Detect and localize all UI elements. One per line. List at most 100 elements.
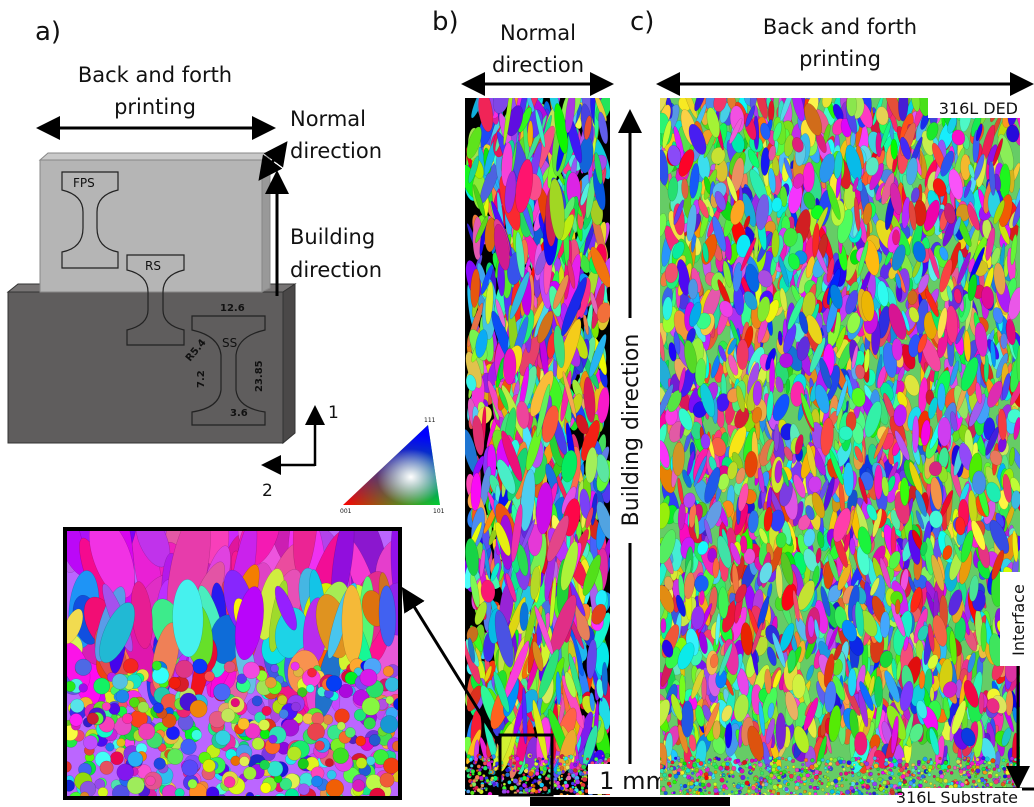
grain <box>490 776 495 780</box>
grain <box>236 673 248 684</box>
inset-box <box>498 733 554 797</box>
grain <box>324 758 334 768</box>
grain <box>581 764 587 770</box>
grain <box>476 788 481 793</box>
grain <box>470 472 482 511</box>
specimen-label: RS <box>145 259 161 273</box>
grain <box>502 782 506 786</box>
grain <box>385 695 395 705</box>
grain <box>474 760 478 764</box>
grain <box>561 277 587 336</box>
grain <box>243 766 257 780</box>
grain <box>478 98 494 133</box>
grain <box>237 717 250 730</box>
grain <box>507 780 512 785</box>
grain <box>580 786 585 790</box>
grain <box>105 742 115 752</box>
grain <box>565 759 570 764</box>
grain <box>475 769 479 772</box>
grain <box>314 740 325 751</box>
grain <box>516 400 530 429</box>
grain <box>484 788 488 792</box>
grain <box>523 768 529 774</box>
grain <box>601 761 604 765</box>
grain <box>99 602 135 664</box>
grain <box>579 488 591 519</box>
grain <box>570 781 575 786</box>
grain <box>518 760 524 766</box>
grain <box>589 692 595 712</box>
grain <box>552 274 569 310</box>
grain <box>515 231 525 279</box>
grain <box>530 776 534 779</box>
grain <box>361 697 381 716</box>
grain <box>469 764 474 768</box>
grain <box>559 766 565 771</box>
grain <box>112 784 130 798</box>
grain <box>598 111 609 145</box>
grain <box>660 330 665 362</box>
grain <box>596 302 610 323</box>
grain <box>495 521 511 557</box>
grain <box>505 572 517 603</box>
panel-label: c) <box>630 7 654 37</box>
grain <box>493 766 498 771</box>
grain <box>967 652 976 673</box>
grain <box>474 214 489 244</box>
grain <box>466 126 482 159</box>
grain <box>597 387 610 424</box>
grain <box>535 482 553 535</box>
grain <box>511 765 515 768</box>
grain <box>884 98 902 122</box>
grain <box>542 786 548 792</box>
grain <box>917 273 930 294</box>
specimen <box>61 171 119 269</box>
grain <box>591 603 607 625</box>
grain <box>204 671 215 682</box>
grain <box>494 610 514 668</box>
grain <box>501 430 523 482</box>
grain <box>65 779 75 792</box>
grain <box>568 653 581 697</box>
grain <box>596 501 610 540</box>
grain <box>274 585 297 631</box>
grain <box>559 792 564 795</box>
grain <box>564 787 569 792</box>
grain <box>138 723 156 741</box>
grain <box>604 757 608 761</box>
grain <box>152 702 164 714</box>
grain <box>505 767 510 773</box>
grain <box>492 782 496 786</box>
grain <box>702 242 709 263</box>
grain <box>512 778 519 784</box>
grain <box>127 751 144 767</box>
printing-label: printing <box>114 95 196 119</box>
grain <box>747 149 760 169</box>
grain <box>521 782 527 788</box>
panel-b: b) Normal direction Building direction 1… <box>401 7 730 806</box>
grain <box>258 719 270 731</box>
grain <box>470 769 476 774</box>
grain <box>541 405 559 443</box>
grain <box>538 648 560 699</box>
grain <box>539 770 544 775</box>
grain <box>469 783 473 788</box>
grain <box>532 641 544 672</box>
grain <box>549 576 557 628</box>
building-label: direction <box>290 258 382 282</box>
grain <box>504 170 517 214</box>
grain <box>529 754 532 758</box>
grain <box>503 348 517 385</box>
grain <box>168 676 181 690</box>
grain <box>101 701 111 711</box>
grain <box>555 671 562 706</box>
grain <box>145 775 156 786</box>
grain <box>279 777 293 791</box>
grain <box>586 639 597 680</box>
grain <box>307 667 317 678</box>
grain <box>369 787 386 798</box>
grain <box>534 771 540 776</box>
printing-label: printing <box>799 47 881 71</box>
grain <box>683 98 698 119</box>
